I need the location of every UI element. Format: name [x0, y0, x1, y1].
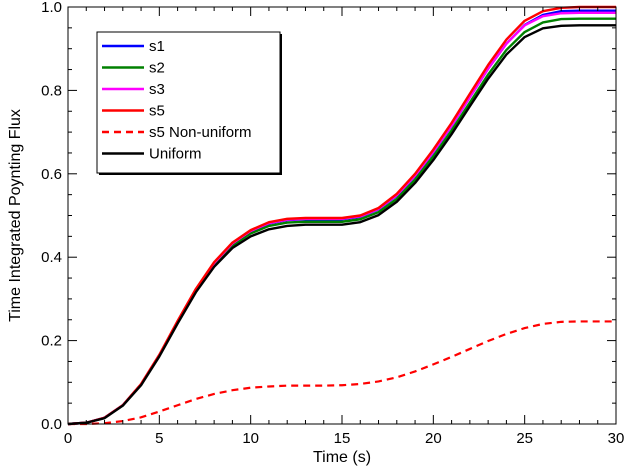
- legend-box: [96, 31, 281, 174]
- y-tick-label: 1.0: [41, 0, 62, 16]
- legend-label-s5-non-uniform: s5 Non-uniform: [149, 124, 252, 141]
- x-tick-label: 5: [155, 430, 163, 447]
- legend: s1 s2 s3 s5 s5 Non-uniform Uniform: [96, 31, 282, 175]
- x-tick-label: 0: [64, 430, 72, 447]
- y-tick-label: 0.6: [41, 166, 62, 183]
- y-tick-label: 0.2: [41, 333, 62, 350]
- series-line-s5-non-uniform: [68, 320, 616, 426]
- y-tick-label: 0.4: [41, 249, 62, 266]
- y-tick-label: 0.8: [41, 82, 62, 99]
- x-tick-label: 15: [334, 430, 351, 447]
- legend-label-s1: s1: [149, 38, 165, 55]
- tick-layer: 0 5 10 15 20 25 30 0.0 0.2 0.4 0.6 0.8 1.0: [41, 0, 624, 447]
- x-tick-label: 20: [425, 430, 442, 447]
- x-tick-label: 10: [242, 430, 259, 447]
- legend-label-s5: s5: [149, 103, 165, 120]
- legend-label-s3: s3: [149, 81, 165, 98]
- y-axis-title: Time Integrated Poynting Flux: [7, 109, 24, 322]
- legend-label-s2: s2: [149, 60, 165, 77]
- y-tick-label: 0.0: [41, 416, 62, 433]
- series-layer: [67, 5, 616, 426]
- legend-label-uniform: Uniform: [149, 146, 202, 163]
- x-axis-title: Time (s): [313, 449, 371, 466]
- series-line-uniform: [67, 24, 616, 426]
- x-tick-label: 30: [608, 430, 625, 447]
- x-tick-label: 25: [516, 430, 533, 447]
